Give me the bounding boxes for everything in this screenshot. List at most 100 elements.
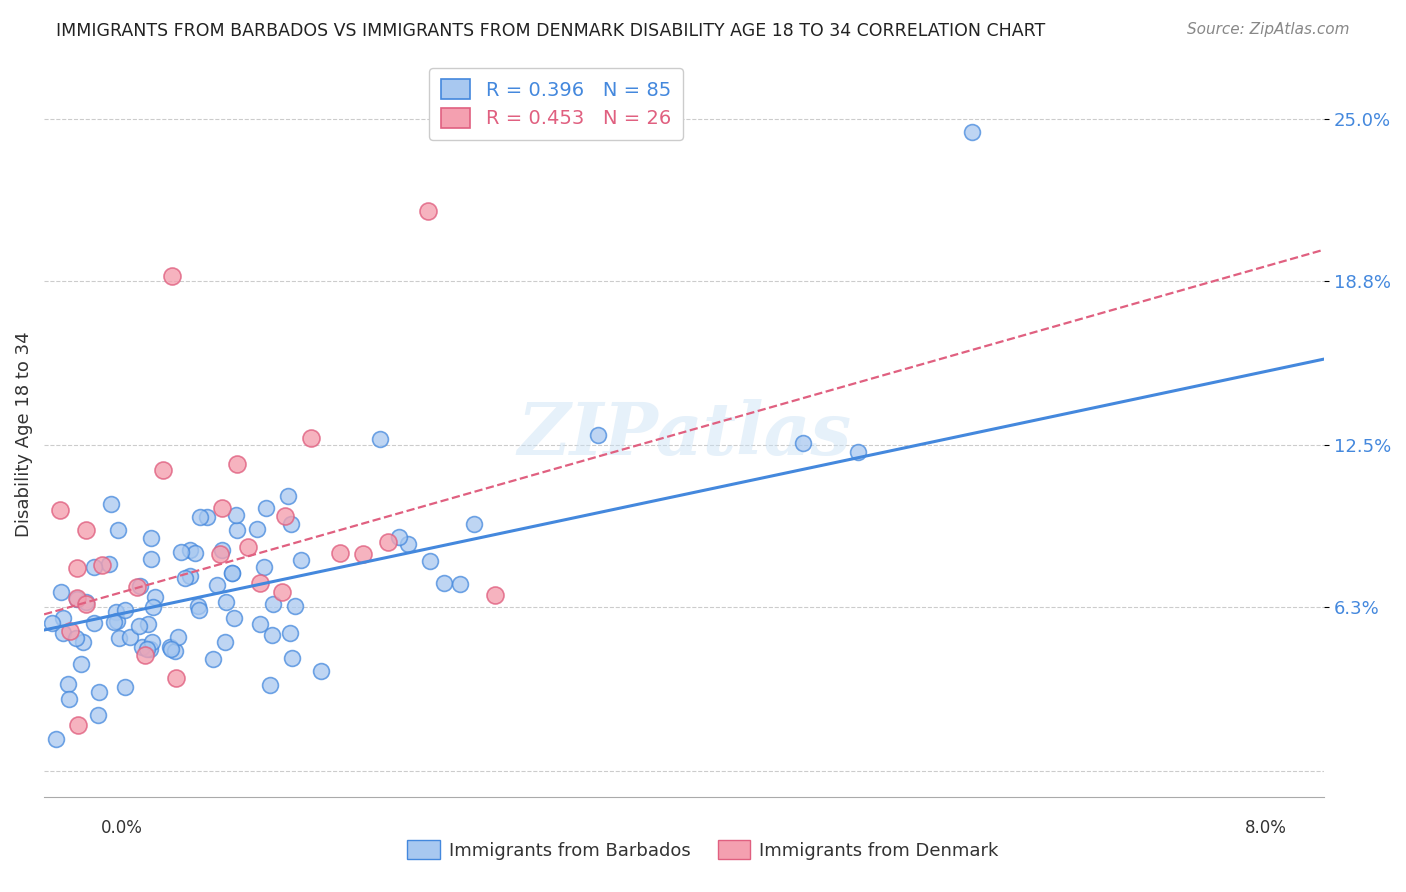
Point bbox=[352, 547, 374, 561]
Point bbox=[249, 575, 271, 590]
Point bbox=[134, 648, 156, 662]
Point bbox=[416, 203, 439, 218]
Point bbox=[52, 610, 75, 624]
Point bbox=[208, 547, 231, 561]
Point bbox=[484, 588, 506, 602]
Point bbox=[41, 616, 63, 631]
Point bbox=[211, 542, 233, 557]
Point bbox=[221, 566, 243, 581]
Point bbox=[97, 557, 120, 571]
Point bbox=[159, 640, 181, 654]
Point bbox=[225, 458, 247, 472]
Point bbox=[66, 591, 89, 605]
Point bbox=[143, 590, 166, 604]
Point bbox=[419, 553, 441, 567]
Point bbox=[278, 625, 301, 640]
Point bbox=[211, 500, 233, 515]
Point bbox=[142, 599, 165, 614]
Point bbox=[245, 523, 267, 537]
Point bbox=[214, 635, 236, 649]
Point bbox=[184, 546, 207, 560]
Point bbox=[277, 489, 299, 503]
Point bbox=[463, 517, 485, 532]
Point bbox=[52, 626, 75, 640]
Point bbox=[173, 571, 195, 585]
Point bbox=[159, 642, 181, 657]
Y-axis label: Disability Age 18 to 34: Disability Age 18 to 34 bbox=[15, 332, 32, 538]
Point bbox=[280, 651, 302, 665]
Point bbox=[114, 603, 136, 617]
Point bbox=[179, 569, 201, 583]
Point bbox=[221, 566, 243, 580]
Point bbox=[131, 640, 153, 655]
Point bbox=[152, 463, 174, 477]
Point bbox=[75, 595, 97, 609]
Point bbox=[58, 691, 80, 706]
Point bbox=[136, 642, 159, 657]
Point bbox=[259, 678, 281, 692]
Point bbox=[179, 543, 201, 558]
Point bbox=[960, 125, 983, 139]
Point bbox=[188, 509, 211, 524]
Point bbox=[274, 508, 297, 523]
Point bbox=[70, 657, 93, 671]
Point bbox=[586, 427, 609, 442]
Text: IMMIGRANTS FROM BARBADOS VS IMMIGRANTS FROM DENMARK DISABILITY AGE 18 TO 34 CORR: IMMIGRANTS FROM BARBADOS VS IMMIGRANTS F… bbox=[56, 22, 1046, 40]
Point bbox=[846, 445, 869, 459]
Point bbox=[114, 680, 136, 694]
Point bbox=[329, 546, 352, 560]
Point bbox=[368, 432, 391, 446]
Point bbox=[226, 523, 249, 537]
Point bbox=[66, 718, 89, 732]
Point bbox=[388, 530, 411, 544]
Point bbox=[170, 545, 193, 559]
Point bbox=[290, 552, 312, 566]
Point bbox=[284, 599, 307, 613]
Point bbox=[72, 635, 94, 649]
Point bbox=[105, 615, 128, 629]
Point bbox=[299, 431, 322, 445]
Point bbox=[141, 635, 163, 649]
Point bbox=[207, 578, 229, 592]
Point bbox=[396, 537, 419, 551]
Point bbox=[195, 509, 218, 524]
Point bbox=[83, 615, 105, 630]
Point bbox=[253, 560, 276, 574]
Point bbox=[433, 575, 456, 590]
Point bbox=[91, 558, 114, 573]
Point bbox=[66, 561, 89, 575]
Point bbox=[139, 552, 162, 566]
Text: 8.0%: 8.0% bbox=[1244, 819, 1286, 837]
Point bbox=[309, 664, 332, 678]
Point bbox=[262, 628, 284, 642]
Point bbox=[104, 606, 127, 620]
Text: ZIPatlas: ZIPatlas bbox=[517, 399, 851, 470]
Point bbox=[449, 576, 471, 591]
Point bbox=[254, 500, 277, 515]
Point bbox=[56, 677, 79, 691]
Point bbox=[167, 630, 190, 644]
Point bbox=[128, 579, 150, 593]
Point bbox=[49, 502, 72, 516]
Point bbox=[45, 732, 67, 747]
Point bbox=[128, 619, 150, 633]
Point bbox=[75, 524, 97, 538]
Point bbox=[222, 611, 245, 625]
Point bbox=[262, 597, 284, 611]
Point bbox=[83, 560, 105, 574]
Point bbox=[49, 584, 72, 599]
Point bbox=[87, 707, 110, 722]
Point bbox=[139, 531, 162, 545]
Point bbox=[188, 603, 211, 617]
Point bbox=[103, 615, 125, 630]
Point bbox=[187, 599, 209, 613]
Point bbox=[215, 595, 238, 609]
Point bbox=[270, 584, 292, 599]
Point bbox=[89, 685, 111, 699]
Point bbox=[249, 616, 271, 631]
Point bbox=[163, 644, 186, 658]
Text: 0.0%: 0.0% bbox=[101, 819, 143, 837]
Point bbox=[107, 523, 129, 537]
Point bbox=[65, 631, 87, 645]
Point bbox=[238, 540, 260, 554]
